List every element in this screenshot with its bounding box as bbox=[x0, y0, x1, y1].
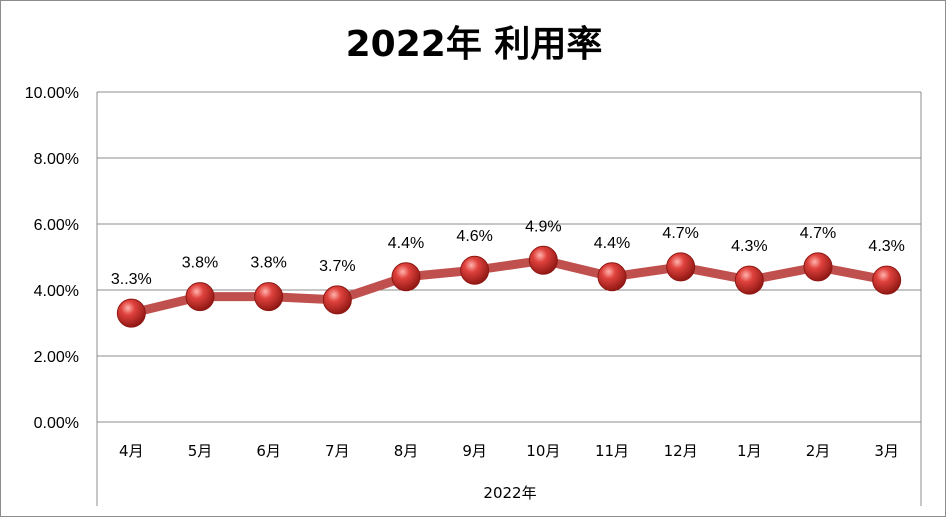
x-tick-label: 11月 bbox=[595, 442, 629, 460]
data-point bbox=[666, 252, 696, 282]
x-tick-label: 8月 bbox=[394, 442, 419, 460]
y-tick-label: 10.00% bbox=[25, 85, 79, 102]
x-tick-label: 10月 bbox=[526, 442, 560, 460]
data-label: 4.3% bbox=[868, 238, 904, 255]
data-point bbox=[734, 265, 764, 295]
data-label: 4.4% bbox=[388, 235, 424, 252]
y-axis-tick-labels: 0.00% 2.00% 4.00% 6.00% 8.00% 10.00% bbox=[25, 85, 79, 432]
data-label: 4.4% bbox=[594, 235, 630, 252]
data-label: 4.3% bbox=[731, 238, 767, 255]
data-label: 3..3% bbox=[111, 271, 152, 288]
chart-title: 2022年 利用率 bbox=[346, 24, 603, 65]
x-tick-label: 7月 bbox=[325, 442, 350, 460]
x-tick-label: 12月 bbox=[664, 442, 698, 460]
x-tick-label: 1月 bbox=[737, 442, 762, 460]
data-labels: 3..3% 3.8% 3.8% 3.7% 4.4% 4.6% 4.9% 4.4% 4.7% 4.3… bbox=[111, 218, 905, 288]
data-point bbox=[528, 245, 558, 275]
data-point bbox=[185, 282, 215, 312]
x-tick-label: 3月 bbox=[874, 442, 899, 460]
axes bbox=[96, 92, 922, 506]
data-point bbox=[322, 285, 352, 315]
x-tick-label: 4月 bbox=[119, 442, 144, 460]
data-label: 4.7% bbox=[800, 225, 836, 242]
data-point bbox=[872, 265, 902, 295]
y-tick-label: 6.00% bbox=[34, 217, 79, 234]
gridlines bbox=[97, 91, 921, 357]
x-tick-label: 2月 bbox=[806, 442, 831, 460]
data-label: 3.8% bbox=[250, 255, 286, 272]
x-tick-label: 5月 bbox=[188, 442, 213, 460]
series-markers bbox=[116, 245, 902, 328]
data-point bbox=[391, 262, 421, 292]
data-label: 4.9% bbox=[525, 218, 561, 235]
data-point bbox=[460, 255, 490, 285]
data-label: 4.6% bbox=[456, 228, 492, 245]
x-tick-label: 6月 bbox=[256, 442, 281, 460]
x-axis-title: 2022年 bbox=[483, 484, 536, 502]
data-label: 3.8% bbox=[182, 255, 218, 272]
x-tick-label: 9月 bbox=[462, 442, 487, 460]
series-line-layer bbox=[126, 255, 892, 318]
series-line bbox=[126, 255, 892, 318]
data-point bbox=[803, 252, 833, 282]
data-point bbox=[597, 262, 627, 292]
y-tick-label: 8.00% bbox=[34, 151, 79, 168]
y-tick-label: 0.00% bbox=[34, 415, 79, 432]
data-label: 4.7% bbox=[662, 225, 698, 242]
data-point bbox=[116, 298, 146, 328]
x-axis-tick-labels: 4月 5月 6月 7月 8月 9月 10月 11月 12月 1月 2月 3月 bbox=[119, 442, 899, 460]
y-tick-label: 2.00% bbox=[34, 349, 79, 366]
data-point bbox=[254, 282, 284, 312]
y-tick-label: 4.00% bbox=[34, 283, 79, 300]
data-label: 3.7% bbox=[319, 258, 355, 275]
